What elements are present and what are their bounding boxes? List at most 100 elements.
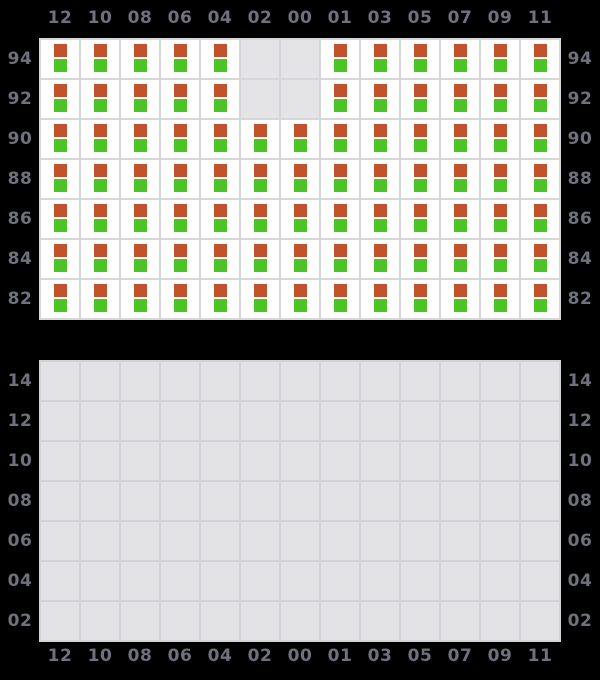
slot-94-00-empty[interactable] (281, 40, 319, 78)
slot-84-12[interactable] (41, 240, 79, 278)
slot-06-11-empty[interactable] (521, 522, 559, 560)
slot-88-02[interactable] (241, 160, 279, 198)
slot-94-08[interactable] (121, 40, 159, 78)
slot-94-09[interactable] (481, 40, 519, 78)
slot-94-04[interactable] (201, 40, 239, 78)
slot-14-09-empty[interactable] (481, 362, 519, 400)
slot-82-12[interactable] (41, 280, 79, 318)
slot-02-00-empty[interactable] (281, 602, 319, 640)
slot-82-05[interactable] (401, 280, 439, 318)
slot-08-02-empty[interactable] (241, 482, 279, 520)
slot-92-01[interactable] (321, 80, 359, 118)
slot-84-09[interactable] (481, 240, 519, 278)
slot-12-01-empty[interactable] (321, 402, 359, 440)
slot-02-12-empty[interactable] (41, 602, 79, 640)
slot-14-03-empty[interactable] (361, 362, 399, 400)
slot-90-05[interactable] (401, 120, 439, 158)
slot-06-09-empty[interactable] (481, 522, 519, 560)
slot-14-07-empty[interactable] (441, 362, 479, 400)
slot-14-08-empty[interactable] (121, 362, 159, 400)
slot-82-04[interactable] (201, 280, 239, 318)
slot-82-01[interactable] (321, 280, 359, 318)
slot-14-11-empty[interactable] (521, 362, 559, 400)
slot-84-03[interactable] (361, 240, 399, 278)
slot-92-10[interactable] (81, 80, 119, 118)
slot-12-02-empty[interactable] (241, 402, 279, 440)
slot-12-11-empty[interactable] (521, 402, 559, 440)
slot-92-07[interactable] (441, 80, 479, 118)
slot-82-02[interactable] (241, 280, 279, 318)
slot-82-00[interactable] (281, 280, 319, 318)
slot-90-01[interactable] (321, 120, 359, 158)
slot-10-09-empty[interactable] (481, 442, 519, 480)
slot-12-03-empty[interactable] (361, 402, 399, 440)
slot-06-08-empty[interactable] (121, 522, 159, 560)
slot-82-11[interactable] (521, 280, 559, 318)
slot-90-11[interactable] (521, 120, 559, 158)
slot-86-06[interactable] (161, 200, 199, 238)
slot-10-00-empty[interactable] (281, 442, 319, 480)
slot-12-06-empty[interactable] (161, 402, 199, 440)
slot-08-06-empty[interactable] (161, 482, 199, 520)
slot-10-01-empty[interactable] (321, 442, 359, 480)
slot-84-08[interactable] (121, 240, 159, 278)
slot-04-12-empty[interactable] (41, 562, 79, 600)
slot-82-03[interactable] (361, 280, 399, 318)
slot-92-03[interactable] (361, 80, 399, 118)
slot-08-01-empty[interactable] (321, 482, 359, 520)
slot-88-06[interactable] (161, 160, 199, 198)
slot-12-05-empty[interactable] (401, 402, 439, 440)
slot-92-06[interactable] (161, 80, 199, 118)
slot-02-06-empty[interactable] (161, 602, 199, 640)
slot-06-05-empty[interactable] (401, 522, 439, 560)
slot-06-01-empty[interactable] (321, 522, 359, 560)
slot-86-12[interactable] (41, 200, 79, 238)
slot-06-00-empty[interactable] (281, 522, 319, 560)
slot-84-10[interactable] (81, 240, 119, 278)
slot-14-06-empty[interactable] (161, 362, 199, 400)
slot-10-06-empty[interactable] (161, 442, 199, 480)
slot-06-03-empty[interactable] (361, 522, 399, 560)
slot-08-04-empty[interactable] (201, 482, 239, 520)
slot-88-10[interactable] (81, 160, 119, 198)
slot-86-03[interactable] (361, 200, 399, 238)
slot-10-04-empty[interactable] (201, 442, 239, 480)
slot-94-01[interactable] (321, 40, 359, 78)
slot-84-11[interactable] (521, 240, 559, 278)
slot-88-12[interactable] (41, 160, 79, 198)
slot-88-07[interactable] (441, 160, 479, 198)
slot-86-00[interactable] (281, 200, 319, 238)
slot-92-02-empty[interactable] (241, 80, 279, 118)
slot-86-01[interactable] (321, 200, 359, 238)
slot-90-12[interactable] (41, 120, 79, 158)
slot-14-00-empty[interactable] (281, 362, 319, 400)
slot-86-10[interactable] (81, 200, 119, 238)
slot-04-09-empty[interactable] (481, 562, 519, 600)
slot-04-02-empty[interactable] (241, 562, 279, 600)
slot-88-04[interactable] (201, 160, 239, 198)
slot-08-11-empty[interactable] (521, 482, 559, 520)
slot-08-10-empty[interactable] (81, 482, 119, 520)
slot-84-01[interactable] (321, 240, 359, 278)
slot-14-10-empty[interactable] (81, 362, 119, 400)
slot-94-06[interactable] (161, 40, 199, 78)
slot-04-07-empty[interactable] (441, 562, 479, 600)
slot-84-06[interactable] (161, 240, 199, 278)
slot-82-10[interactable] (81, 280, 119, 318)
slot-02-11-empty[interactable] (521, 602, 559, 640)
slot-82-08[interactable] (121, 280, 159, 318)
slot-12-08-empty[interactable] (121, 402, 159, 440)
slot-08-12-empty[interactable] (41, 482, 79, 520)
slot-92-05[interactable] (401, 80, 439, 118)
slot-90-00[interactable] (281, 120, 319, 158)
slot-84-05[interactable] (401, 240, 439, 278)
slot-02-02-empty[interactable] (241, 602, 279, 640)
slot-06-07-empty[interactable] (441, 522, 479, 560)
slot-92-09[interactable] (481, 80, 519, 118)
slot-94-11[interactable] (521, 40, 559, 78)
slot-10-10-empty[interactable] (81, 442, 119, 480)
slot-88-05[interactable] (401, 160, 439, 198)
slot-86-11[interactable] (521, 200, 559, 238)
slot-90-10[interactable] (81, 120, 119, 158)
slot-94-02-empty[interactable] (241, 40, 279, 78)
